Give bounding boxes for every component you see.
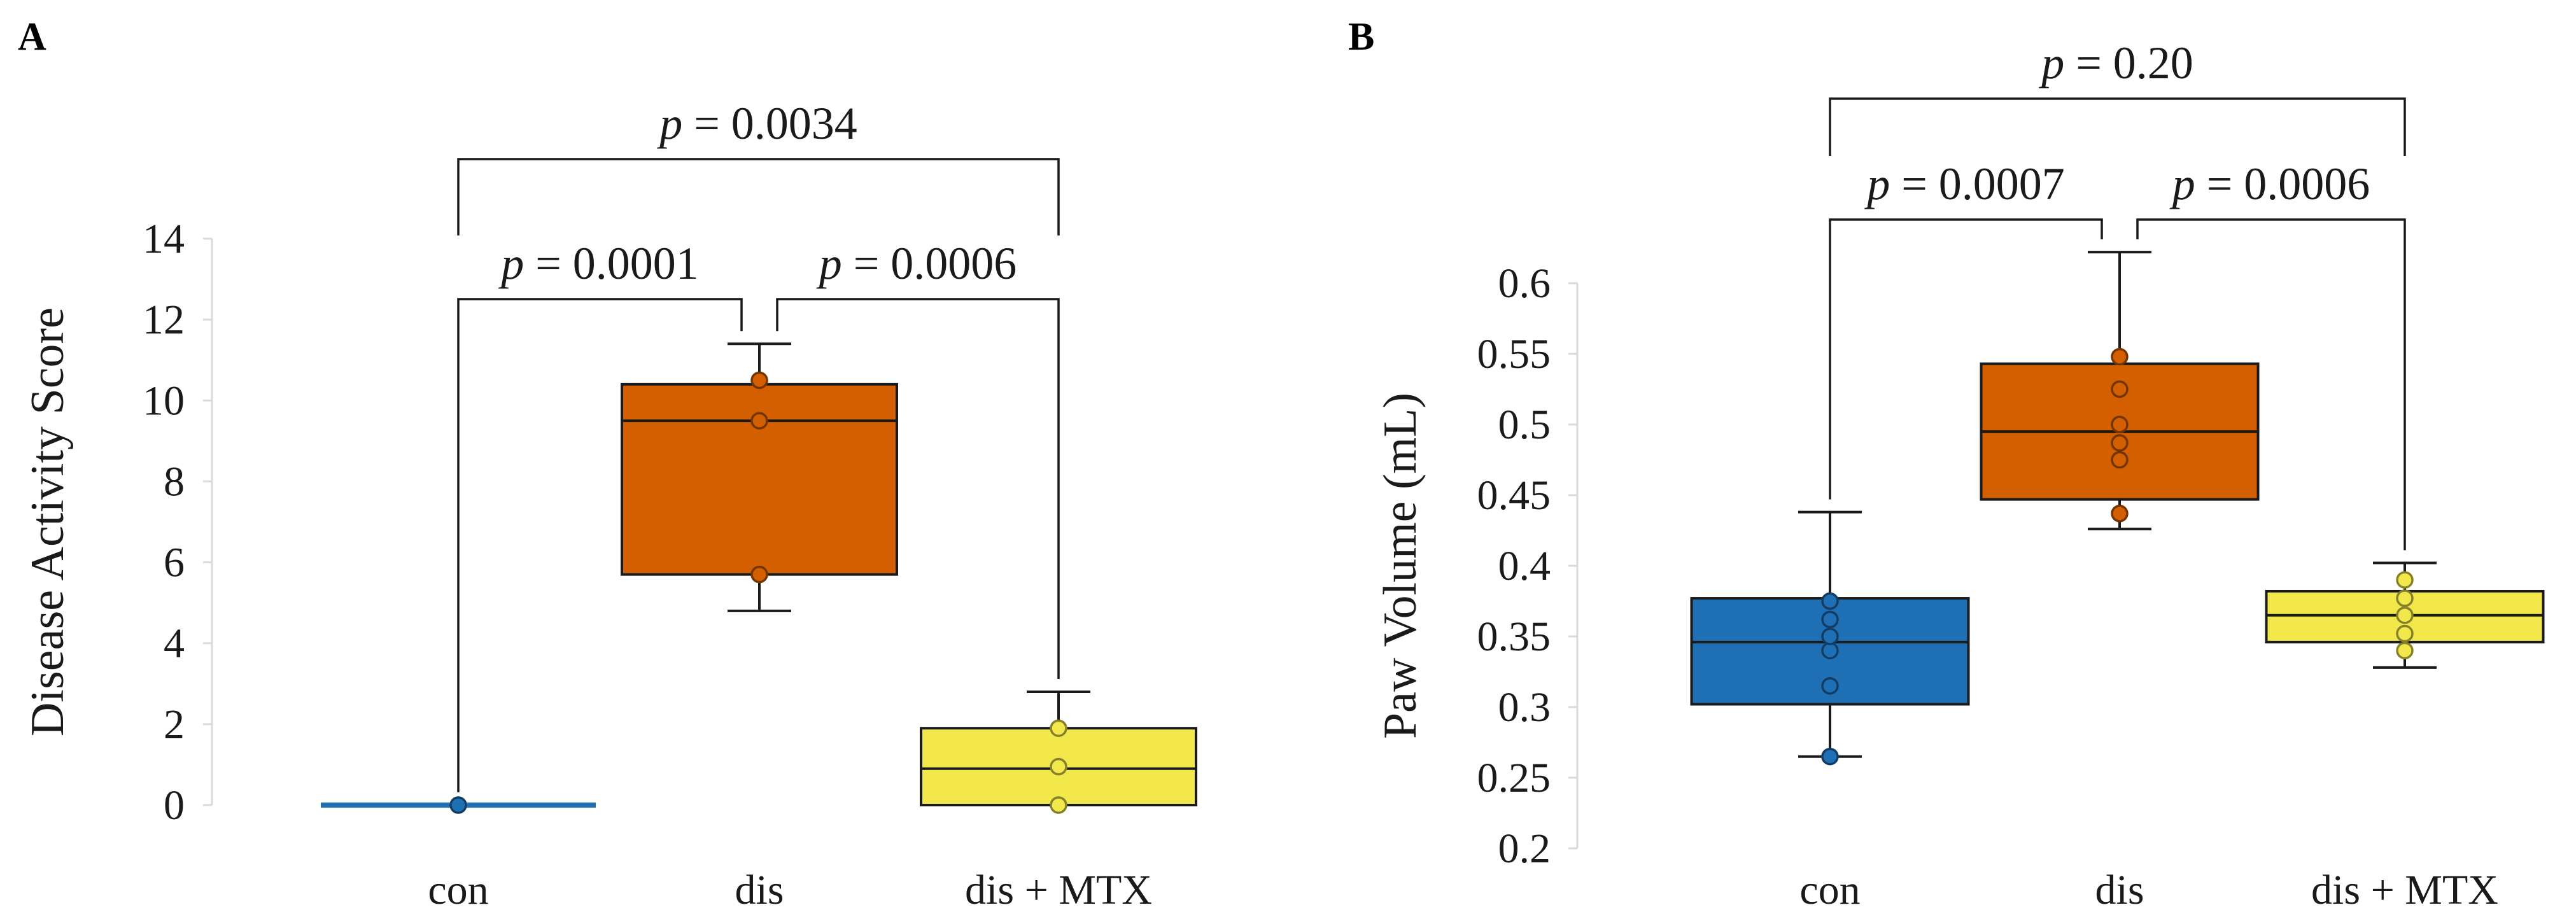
data-point [2396, 642, 2414, 659]
box-dis [621, 342, 898, 612]
p-value-label: p = 0.0007 [1864, 158, 2065, 209]
x-tick-label: dis + MTX [965, 867, 1152, 913]
p-symbol: p [498, 238, 524, 289]
y-tick-label: 12 [143, 297, 185, 343]
box-con [1690, 510, 1970, 766]
box-dis-mtx [2265, 561, 2545, 669]
y-tick-label: 0.3 [1498, 684, 1551, 731]
p-symbol: p [1864, 158, 1890, 209]
x-tick-label: con [428, 867, 488, 913]
y-tick-label: 10 [143, 377, 185, 424]
data-point [2396, 589, 2414, 607]
data-point [2111, 434, 2129, 452]
data-point [2111, 347, 2129, 366]
y-tick-label: 0.55 [1477, 331, 1551, 377]
p-value-label: p = 0.0001 [498, 238, 699, 289]
data-point [1050, 796, 1067, 814]
significance-bracket [457, 158, 1060, 235]
y-tick-label: 0.4 [1498, 543, 1551, 589]
p-value-text: = 0.0034 [682, 98, 857, 149]
box-con [321, 796, 596, 814]
significance-bracket [776, 298, 1060, 679]
y-tick-label: 0.25 [1477, 755, 1551, 801]
p-value-text: = 0.0001 [524, 238, 699, 289]
p-symbol: p [816, 238, 842, 289]
y-axis-title: Paw Volume (mL) [1374, 393, 1426, 739]
data-point [1821, 628, 1839, 645]
box-dis [1980, 251, 2260, 531]
y-tick-label: 2 [164, 701, 185, 748]
data-point [2111, 451, 2129, 469]
data-point [1821, 677, 1839, 695]
p-value-text: = 0.0006 [842, 238, 1017, 289]
p-value-label: p = 0.20 [2038, 38, 2193, 88]
p-value-label: p = 0.0034 [656, 98, 857, 149]
box-dis-mtx [920, 691, 1197, 814]
y-tick-label: 14 [143, 216, 185, 262]
data-point [449, 796, 467, 814]
y-tick-label: 0.35 [1477, 614, 1551, 660]
y-tick-label: 0.2 [1498, 825, 1551, 872]
x-tick-label: dis [735, 867, 784, 913]
y-tick-label: 8 [164, 458, 185, 505]
p-symbol: p [2169, 158, 2195, 209]
data-point [1821, 592, 1839, 610]
panel-a: A 0 2 4 6 8 10 12 14 Disease Activity Score con dis… [18, 15, 1197, 913]
data-point [2396, 624, 2414, 643]
y-tick-label: 0.45 [1477, 472, 1551, 519]
x-tick-label: dis [2095, 867, 2144, 913]
data-point [1821, 642, 1839, 659]
significance-bracket [457, 298, 743, 792]
y-tick-label: 4 [164, 621, 185, 667]
y-tick-label: 0 [164, 782, 185, 829]
p-value-label: p = 0.0006 [816, 238, 1017, 289]
data-point [2396, 606, 2414, 624]
data-point [1821, 747, 1839, 766]
p-value-text: = 0.0006 [2195, 158, 2370, 209]
panel-letter: A [18, 15, 46, 59]
data-point [2396, 571, 2414, 589]
significance-bracket [1829, 218, 2103, 500]
p-symbol: p [656, 98, 682, 149]
p-value-text: = 0.0007 [1890, 158, 2065, 209]
x-tick-label: dis + MTX [2311, 867, 2498, 913]
data-point [2111, 505, 2129, 523]
data-point [750, 412, 768, 430]
y-tick-label: 6 [164, 540, 185, 586]
y-axis-title: Disease Activity Score [22, 307, 74, 736]
data-point [750, 565, 768, 584]
significance-bracket [1829, 97, 2406, 156]
data-point [1821, 610, 1839, 629]
panel-letter: B [1348, 15, 1374, 59]
data-point [750, 371, 768, 389]
p-value-label: p = 0.0006 [2169, 158, 2370, 209]
data-point [2111, 416, 2129, 433]
data-point [2111, 380, 2129, 398]
y-tick-label: 0.6 [1498, 260, 1551, 307]
data-point [1050, 757, 1067, 776]
data-point [1050, 719, 1067, 737]
panel-b: B 0.2 0.25 0.3 0.35 0.4 0.45 0.5 0.55 0.6 Paw Volu… [1348, 15, 2545, 913]
x-tick-label: con [1799, 867, 1860, 913]
significance-bracket [2136, 218, 2406, 551]
p-value-text: = 0.20 [2064, 38, 2193, 88]
p-symbol: p [2038, 38, 2064, 88]
y-tick-label: 0.5 [1498, 402, 1551, 448]
